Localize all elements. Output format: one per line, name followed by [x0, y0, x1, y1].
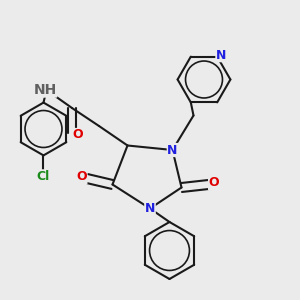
Text: N: N: [145, 202, 155, 215]
Text: N: N: [167, 143, 178, 157]
Text: N: N: [216, 49, 226, 62]
Text: Cl: Cl: [37, 170, 50, 183]
Text: O: O: [76, 170, 87, 184]
Text: NH: NH: [33, 83, 57, 97]
Text: O: O: [208, 176, 219, 190]
Text: O: O: [72, 128, 83, 142]
